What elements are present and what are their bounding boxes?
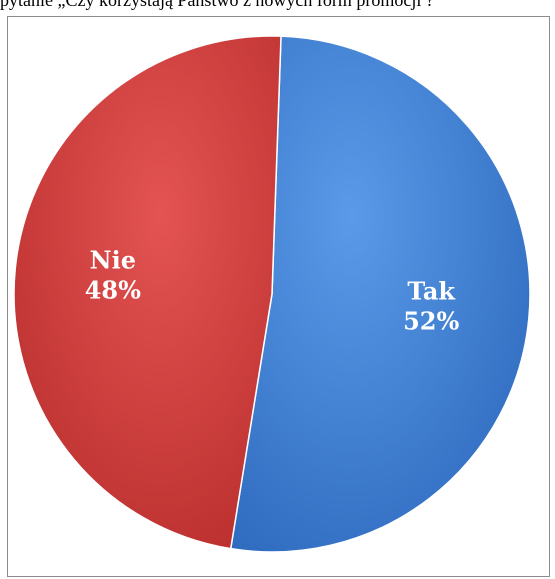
cropped-caption-text: pytanie „Czy korzystają Państwo z nowych… [0, 0, 442, 10]
pie-slice-nie [13, 35, 282, 550]
slice-category-label: Tak [407, 277, 456, 306]
slice-value-label: 52% [403, 307, 459, 336]
pie-slice-tak [229, 35, 531, 553]
slice-value-label: 48% [85, 275, 141, 304]
slice-category-label: Nie [90, 245, 136, 274]
